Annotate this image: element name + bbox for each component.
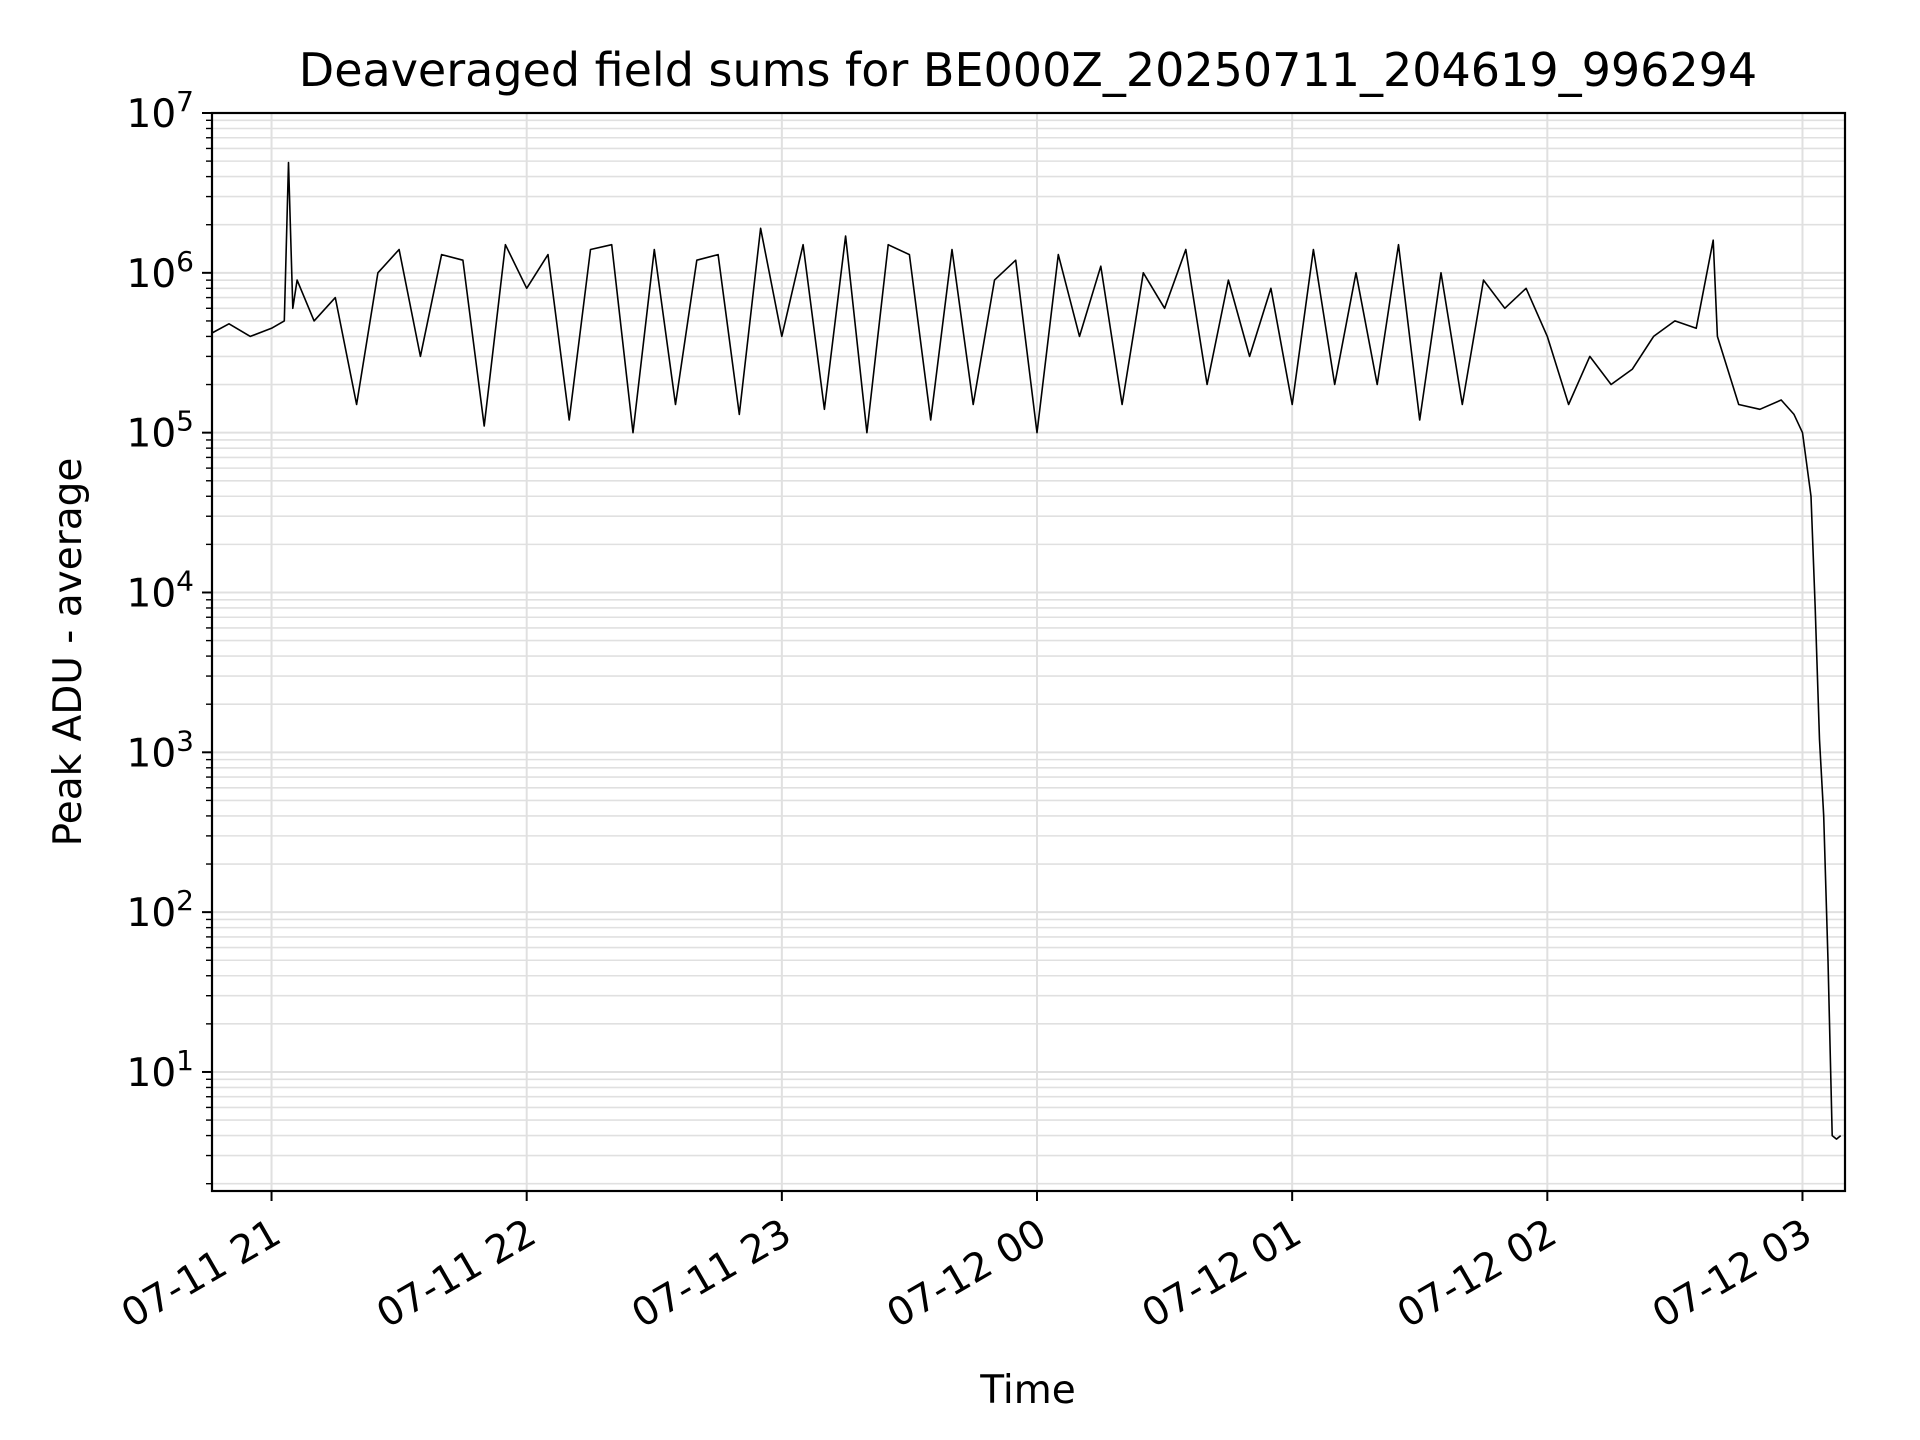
y-axis-label: Peak ADU - average [46, 458, 91, 847]
y-tick-label: 107 [127, 85, 194, 137]
y-tick-label: 105 [127, 405, 194, 457]
x-axis-label: Time [979, 1368, 1075, 1413]
plot-frame [210, 111, 1847, 1193]
series-line-0 [211, 161, 1842, 1140]
major-gridlines [212, 112, 1845, 1191]
y-axis: 101 102 103 104 105 106 107 [127, 85, 212, 1185]
chart-title: Deaveraged field sums for BE000Z_2025071… [299, 43, 1757, 97]
minor-gridlines [212, 119, 1845, 1185]
y-tick-label: 104 [127, 564, 194, 616]
series-layer [211, 161, 1842, 1140]
y-tick-label: 106 [127, 245, 194, 297]
y-tick-label: 102 [127, 884, 194, 936]
y-tick-label: 101 [127, 1044, 194, 1096]
y-tick-label: 103 [127, 724, 194, 776]
